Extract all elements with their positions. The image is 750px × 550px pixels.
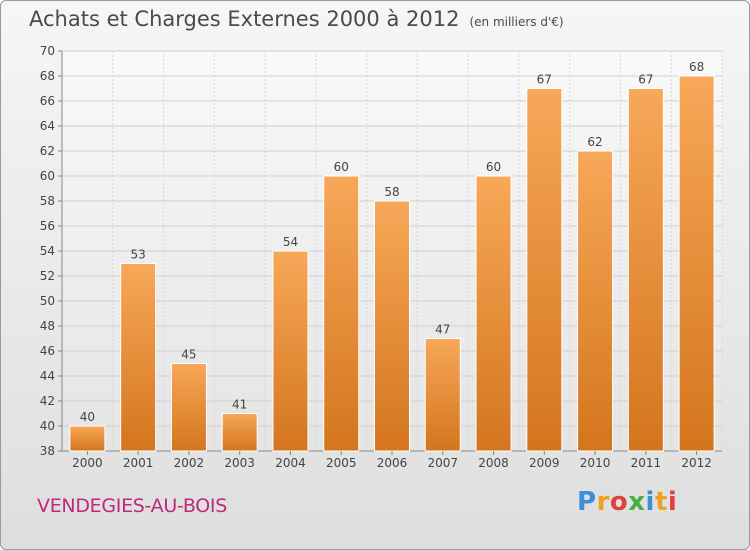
bar-value-label: 41 (232, 398, 247, 412)
logo-letter: i (667, 487, 678, 517)
bar-value-label: 58 (384, 185, 399, 199)
logo-letter: x (628, 487, 646, 517)
bar-value-label: 60 (334, 160, 349, 174)
y-tick-label: 48 (40, 319, 55, 333)
y-tick-label: 62 (40, 144, 55, 158)
bar (69, 425, 106, 452)
x-tick-label: 2001 (123, 456, 154, 470)
x-tick-label: 2012 (681, 456, 712, 470)
bar (424, 338, 461, 452)
x-tick-label: 2000 (72, 456, 103, 470)
bar (120, 263, 157, 452)
bar-value-label: 54 (283, 235, 298, 249)
bar (374, 200, 410, 452)
bar-value-label: 68 (689, 60, 704, 74)
logo-letter: r (596, 487, 610, 517)
x-tick-label: 2008 (478, 456, 509, 470)
x-tick-label: 2007 (427, 456, 458, 470)
y-tick-label: 42 (40, 394, 55, 408)
bar (526, 88, 563, 452)
y-tick-label: 68 (40, 69, 55, 83)
y-tick-label: 56 (40, 219, 55, 233)
bar-value-label: 40 (80, 410, 95, 424)
chart-subtitle: (en milliers d'€) (469, 15, 564, 29)
bar-value-label: 67 (537, 73, 552, 87)
x-tick-label: 2005 (326, 456, 357, 470)
y-tick-label: 58 (40, 194, 55, 208)
proxiti-logo: Proxiti (577, 487, 677, 517)
x-tick-label: 2010 (580, 456, 611, 470)
bar (678, 75, 715, 452)
bar (170, 363, 207, 452)
bar-value-label: 62 (587, 135, 602, 149)
x-tick-label: 2003 (224, 456, 255, 470)
y-tick-label: 54 (40, 244, 55, 258)
bar (475, 175, 512, 452)
logo-letter: i (645, 487, 655, 517)
chart-title-text: Achats et Charges Externes 2000 à 2012 (29, 7, 460, 31)
y-tick-label: 60 (40, 169, 55, 183)
logo-letter: t (654, 487, 668, 517)
logo-letter: P (577, 487, 597, 517)
y-tick-label: 40 (40, 419, 55, 433)
bar-value-label: 60 (486, 160, 501, 174)
x-tick-label: 2004 (275, 456, 306, 470)
bar (577, 150, 614, 452)
y-tick-label: 66 (40, 94, 55, 108)
bar (272, 250, 309, 452)
x-tick-label: 2009 (529, 456, 560, 470)
x-tick-label: 2011 (631, 456, 662, 470)
y-tick-label: 44 (40, 369, 55, 383)
y-tick-label: 38 (40, 444, 55, 458)
y-tick-label: 64 (40, 119, 55, 133)
bar-value-label: 53 (131, 248, 146, 262)
bar-value-label: 67 (638, 73, 653, 87)
x-tick-label: 2002 (174, 456, 205, 470)
bar-value-label: 45 (181, 348, 196, 362)
bar (627, 88, 664, 452)
y-tick-label: 70 (40, 44, 55, 58)
y-tick-label: 50 (40, 294, 55, 308)
bar-value-label: 47 (435, 323, 450, 337)
location-name: VENDEGIES-AU-BOIS (37, 495, 227, 517)
y-tick-label: 52 (40, 269, 55, 283)
bar (221, 413, 258, 452)
chart-title: Achats et Charges Externes 2000 à 2012 (e… (29, 7, 564, 31)
y-tick-label: 46 (40, 344, 55, 358)
x-tick-label: 2006 (377, 456, 408, 470)
bar (323, 175, 360, 452)
logo-letter: o (609, 487, 629, 517)
